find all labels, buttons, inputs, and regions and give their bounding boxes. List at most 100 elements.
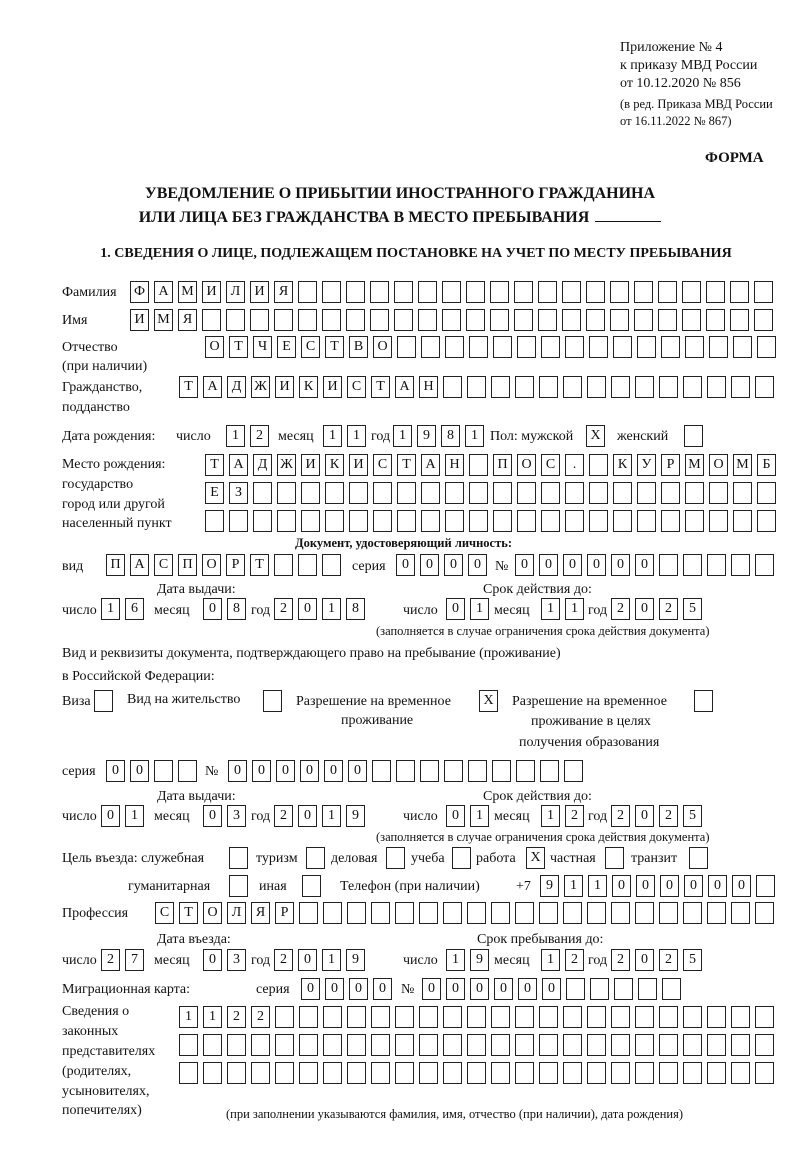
char-box[interactable] xyxy=(517,510,536,532)
char-box[interactable] xyxy=(589,510,608,532)
char-box[interactable] xyxy=(731,1062,750,1084)
char-box[interactable] xyxy=(566,978,585,1000)
char-box[interactable]: 0 xyxy=(539,554,558,576)
char-box[interactable] xyxy=(709,482,728,504)
char-box[interactable]: 2 xyxy=(565,949,584,971)
char-box[interactable] xyxy=(683,376,702,398)
char-box[interactable] xyxy=(610,309,629,331)
char-box[interactable]: 0 xyxy=(422,978,441,1000)
char-box[interactable] xyxy=(370,309,389,331)
char-box[interactable]: Р xyxy=(226,554,245,576)
char-box[interactable] xyxy=(634,309,653,331)
char-box[interactable]: 1 xyxy=(470,805,489,827)
char-box[interactable] xyxy=(730,309,749,331)
char-box[interactable]: 2 xyxy=(101,949,120,971)
char-box[interactable]: В xyxy=(349,336,368,358)
char-box[interactable] xyxy=(395,1062,414,1084)
char-box[interactable] xyxy=(468,760,487,782)
char-box[interactable] xyxy=(541,482,560,504)
char-box[interactable] xyxy=(491,1062,510,1084)
char-box[interactable] xyxy=(757,510,776,532)
char-box[interactable]: 2 xyxy=(565,805,584,827)
char-box[interactable]: 0 xyxy=(203,949,222,971)
char-box[interactable] xyxy=(755,1006,774,1028)
char-box[interactable] xyxy=(563,376,582,398)
char-box[interactable]: П xyxy=(178,554,197,576)
char-box[interactable] xyxy=(755,902,774,924)
char-box[interactable]: 1 xyxy=(541,949,560,971)
char-box[interactable] xyxy=(613,336,632,358)
char-box[interactable] xyxy=(610,281,629,303)
char-box[interactable] xyxy=(587,902,606,924)
char-box[interactable] xyxy=(397,336,416,358)
char-box[interactable] xyxy=(250,309,269,331)
char-box[interactable] xyxy=(538,309,557,331)
char-box[interactable]: 0 xyxy=(101,805,120,827)
char-box[interactable] xyxy=(469,510,488,532)
char-box[interactable] xyxy=(685,510,704,532)
char-box[interactable]: Б xyxy=(757,454,776,476)
char-box[interactable] xyxy=(707,1034,726,1056)
char-box[interactable]: 0 xyxy=(298,598,317,620)
char-box[interactable]: Т xyxy=(371,376,390,398)
char-box[interactable]: 1 xyxy=(541,805,560,827)
char-box[interactable]: 2 xyxy=(659,598,678,620)
char-box[interactable] xyxy=(587,1062,606,1084)
char-box[interactable] xyxy=(706,281,725,303)
char-box[interactable]: 5 xyxy=(683,805,702,827)
char-box[interactable] xyxy=(323,902,342,924)
char-box[interactable] xyxy=(707,554,726,576)
char-box[interactable] xyxy=(539,1034,558,1056)
char-box[interactable]: 0 xyxy=(684,875,703,897)
char-box[interactable] xyxy=(540,760,559,782)
checkbox[interactable] xyxy=(306,847,325,869)
char-box[interactable]: 0 xyxy=(470,978,489,1000)
char-box[interactable]: Л xyxy=(226,281,245,303)
char-box[interactable]: 0 xyxy=(446,598,465,620)
char-box[interactable]: 0 xyxy=(298,949,317,971)
char-box[interactable] xyxy=(635,376,654,398)
char-box[interactable]: 0 xyxy=(660,875,679,897)
char-box[interactable] xyxy=(563,902,582,924)
char-box[interactable] xyxy=(707,1062,726,1084)
char-box[interactable] xyxy=(445,482,464,504)
char-box[interactable] xyxy=(611,902,630,924)
char-box[interactable]: 2 xyxy=(611,949,630,971)
checkbox[interactable] xyxy=(94,690,113,712)
char-box[interactable] xyxy=(587,376,606,398)
char-box[interactable] xyxy=(755,1034,774,1056)
char-box[interactable] xyxy=(299,902,318,924)
char-box[interactable]: Т xyxy=(250,554,269,576)
char-box[interactable]: 0 xyxy=(611,554,630,576)
char-box[interactable] xyxy=(491,1006,510,1028)
char-box[interactable]: Ч xyxy=(253,336,272,358)
char-box[interactable]: 1 xyxy=(323,425,342,447)
char-box[interactable] xyxy=(514,281,533,303)
char-box[interactable]: 1 xyxy=(203,1006,222,1028)
char-box[interactable] xyxy=(370,281,389,303)
char-box[interactable] xyxy=(682,281,701,303)
char-box[interactable] xyxy=(659,554,678,576)
char-box[interactable] xyxy=(394,309,413,331)
char-box[interactable]: И xyxy=(275,376,294,398)
char-box[interactable]: М xyxy=(733,454,752,476)
char-box[interactable] xyxy=(754,281,773,303)
char-box[interactable] xyxy=(565,510,584,532)
char-box[interactable] xyxy=(491,902,510,924)
char-box[interactable]: М xyxy=(685,454,704,476)
char-box[interactable]: 0 xyxy=(446,805,465,827)
char-box[interactable] xyxy=(565,482,584,504)
char-box[interactable]: Т xyxy=(397,454,416,476)
char-box[interactable] xyxy=(661,336,680,358)
char-box[interactable] xyxy=(349,510,368,532)
checkbox[interactable] xyxy=(229,847,248,869)
char-box[interactable] xyxy=(659,1062,678,1084)
char-box[interactable] xyxy=(539,1062,558,1084)
char-box[interactable] xyxy=(490,281,509,303)
char-box[interactable]: 0 xyxy=(635,805,654,827)
char-box[interactable]: 0 xyxy=(732,875,751,897)
char-box[interactable]: Л xyxy=(227,902,246,924)
char-box[interactable]: А xyxy=(229,454,248,476)
checkbox[interactable]: X xyxy=(479,690,498,712)
char-box[interactable]: 2 xyxy=(250,425,269,447)
